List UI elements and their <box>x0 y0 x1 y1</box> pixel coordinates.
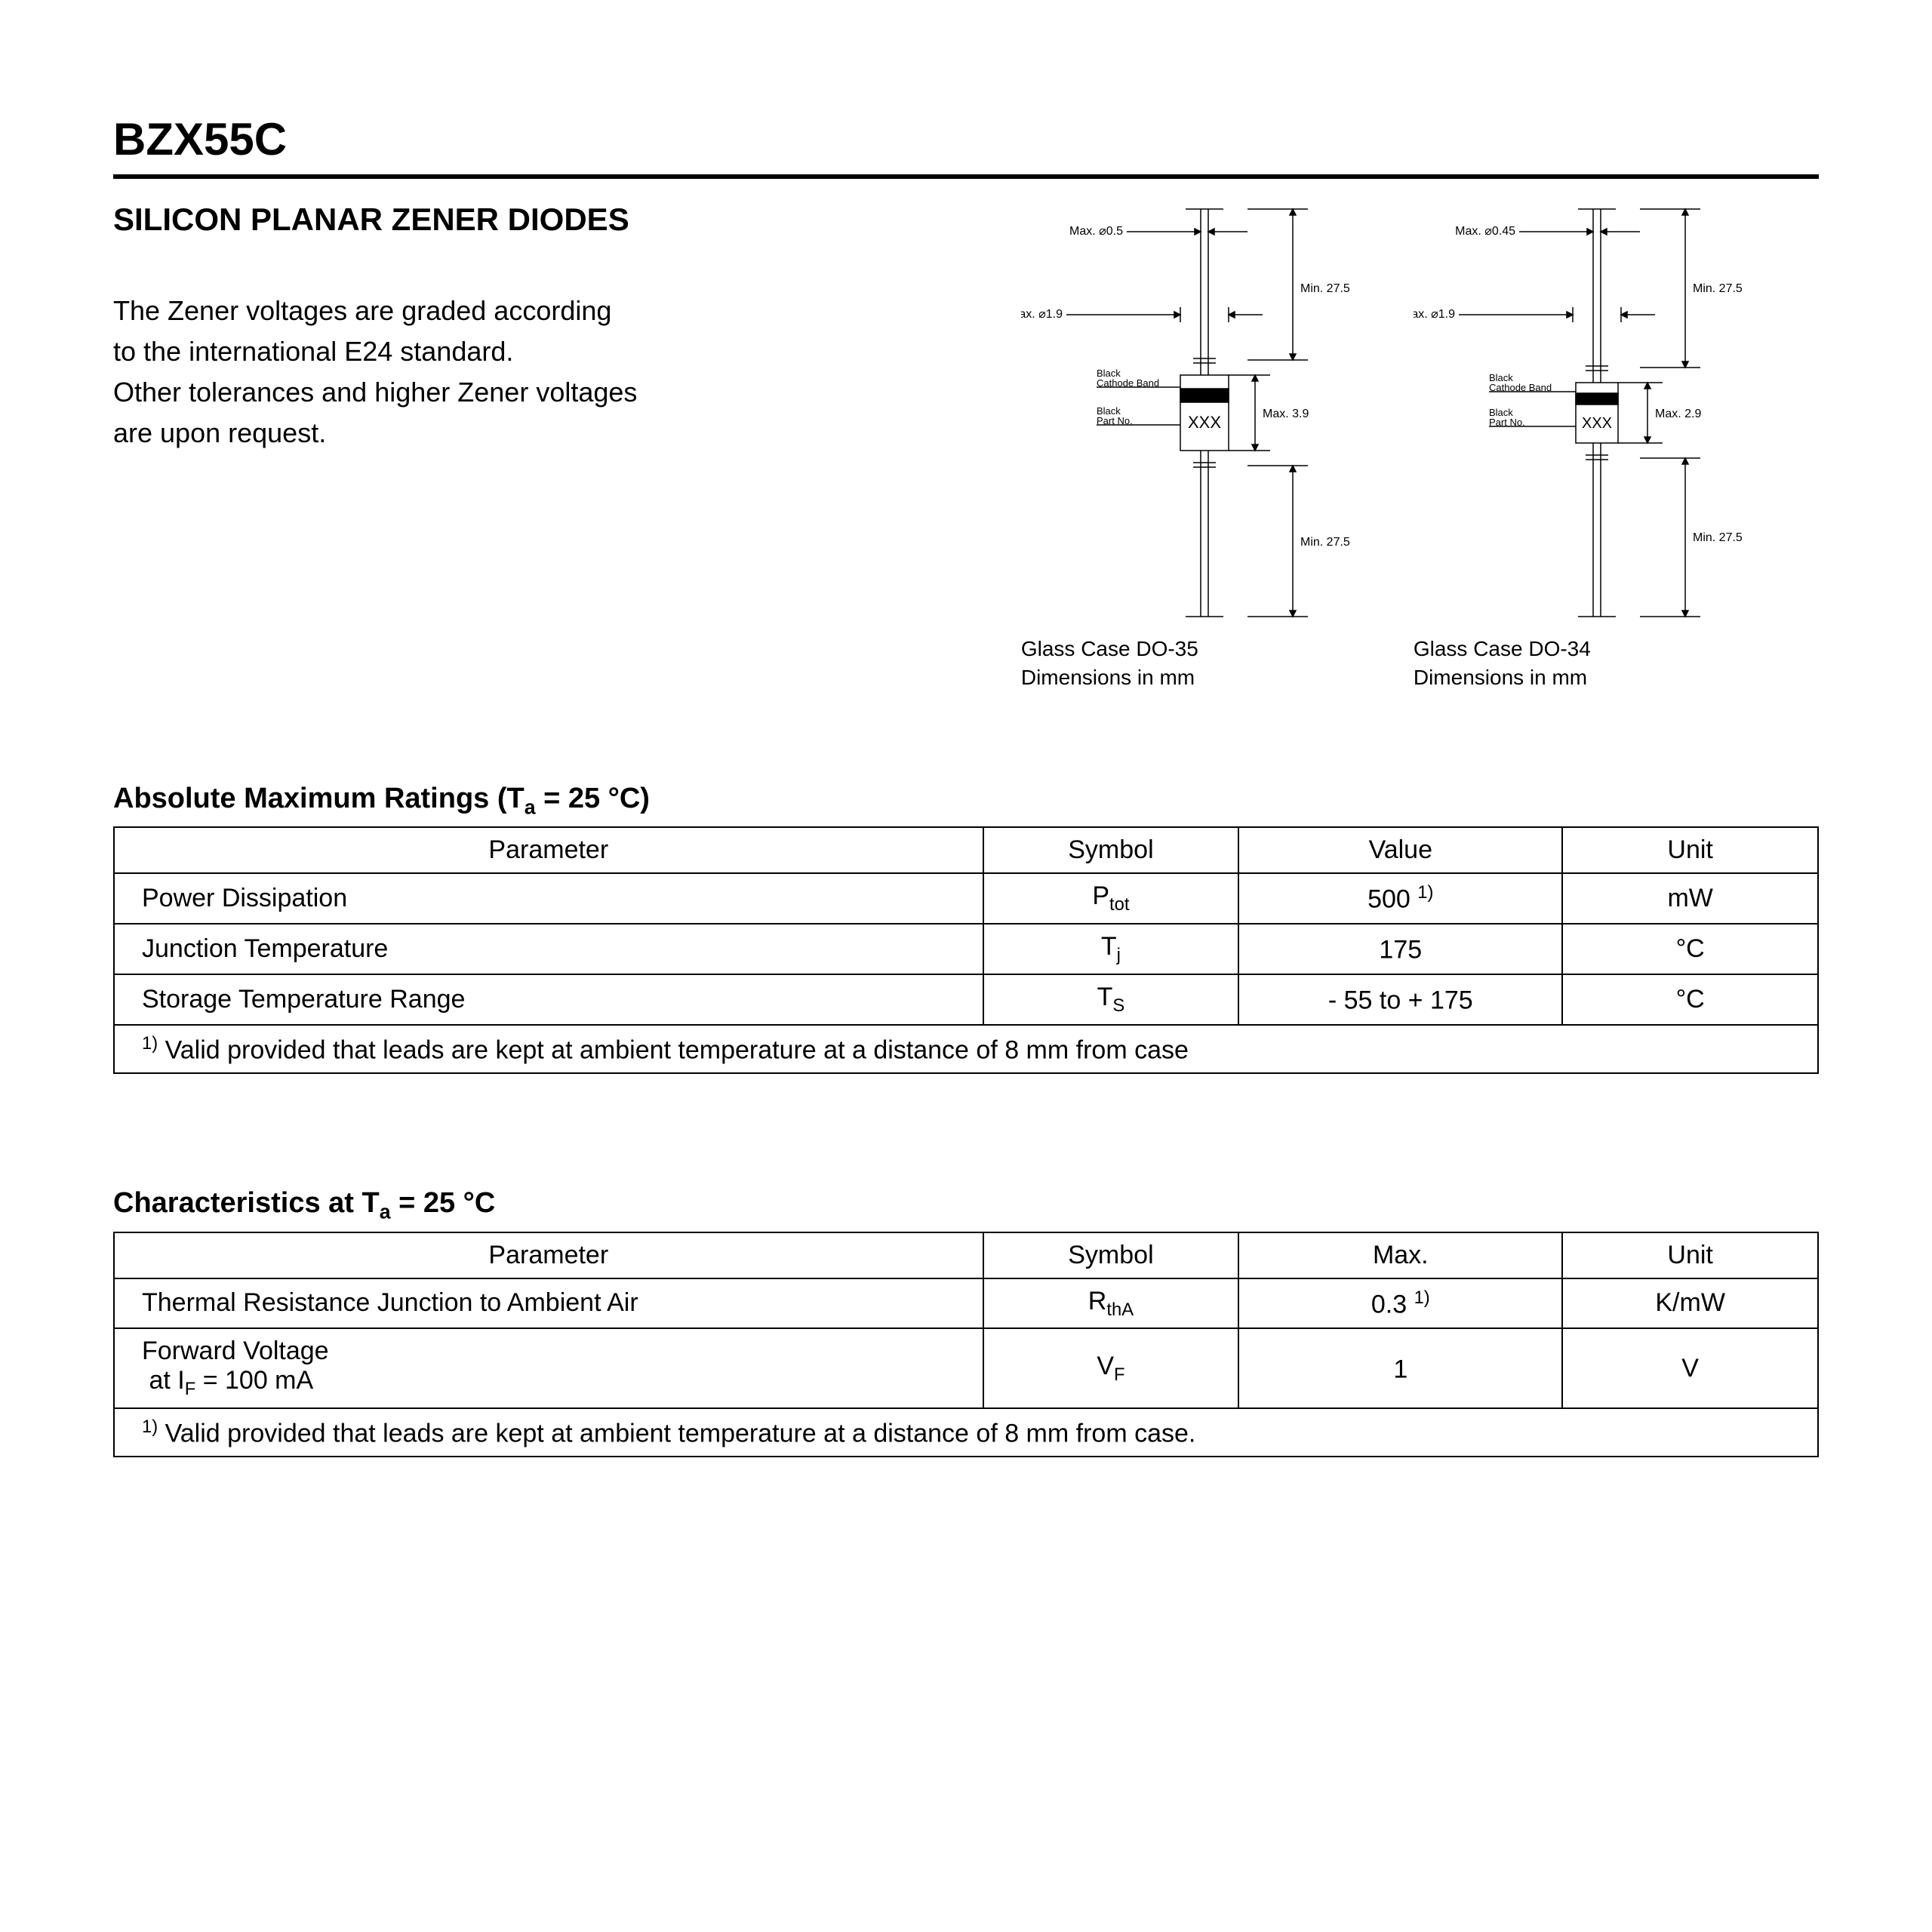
caption-line: Dimensions in mm <box>1414 666 1587 689</box>
t2-title-suffix: = 25 °C <box>391 1187 496 1219</box>
caption-line: Glass Case DO-34 <box>1414 637 1591 660</box>
package-do34: Max. ⌀0.45 Max. ⌀1.9 Min. 27.5 <box>1414 202 1761 692</box>
th-symbol: Symbol <box>983 1232 1239 1278</box>
top-section: SILICON PLANAR ZENER DIODES The Zener vo… <box>113 202 1819 692</box>
partno-label-2: Part No. <box>1097 415 1133 426</box>
package-caption: Glass Case DO-35 Dimensions in mm <box>1021 635 1368 692</box>
caption-line: Dimensions in mm <box>1021 666 1195 689</box>
cell-symbol: Tj <box>983 924 1239 974</box>
th-unit: Unit <box>1562 827 1818 873</box>
table-row: Forward Voltage at IF = 100 mA VF 1 V <box>114 1328 1818 1408</box>
table1-title: Absolute Maximum Ratings (Ta = 25 °C) <box>113 783 1819 820</box>
ratings-table: Parameter Symbol Value Unit Power Dissip… <box>113 826 1819 1074</box>
description: The Zener voltages are graded according … <box>113 291 991 454</box>
table-row: Storage Temperature Range TS - 55 to + 1… <box>114 974 1818 1025</box>
t1-title-suffix: = 25 °C) <box>536 783 650 814</box>
table2-title: Characteristics at Ta = 25 °C <box>113 1187 1819 1224</box>
package-caption: Glass Case DO-34 Dimensions in mm <box>1414 635 1761 692</box>
cell-symbol: Ptot <box>983 873 1239 924</box>
cell-value: 500 1) <box>1238 873 1562 924</box>
dim-min-upper: Min. 27.5 <box>1300 282 1350 295</box>
dim-min-lower: Min. 27.5 <box>1300 536 1350 549</box>
title-rule <box>113 174 1819 179</box>
characteristics-table: Parameter Symbol Max. Unit Thermal Resis… <box>113 1232 1819 1458</box>
t1-title-sub: a <box>525 795 536 818</box>
th-parameter: Parameter <box>114 1232 983 1278</box>
cathode-label-2: Cathode Band <box>1489 382 1552 393</box>
cell-symbol: TS <box>983 974 1239 1025</box>
cell-unit: °C <box>1562 974 1818 1025</box>
partno-label-2: Part No. <box>1489 417 1525 428</box>
dim-max-left: Max. ⌀1.9 <box>1414 308 1455 321</box>
table-header-row: Parameter Symbol Value Unit <box>114 827 1818 873</box>
footnote-row: 1) Valid provided that leads are kept at… <box>114 1408 1818 1457</box>
th-value: Value <box>1238 827 1562 873</box>
th-parameter: Parameter <box>114 827 983 873</box>
cell-value: - 55 to + 175 <box>1238 974 1562 1025</box>
cell-unit: K/mW <box>1562 1278 1818 1329</box>
t2-title-prefix: Characteristics at T <box>113 1187 380 1219</box>
t2-title-sub: a <box>380 1201 391 1223</box>
subtitle: SILICON PLANAR ZENER DIODES <box>113 202 991 238</box>
cell-symbol: VF <box>983 1328 1239 1408</box>
dim-max-top: Max. ⌀0.5 <box>1069 225 1123 238</box>
dim-body-max: Max. 2.9 <box>1655 408 1701 420</box>
part-number: BZX55C <box>113 113 1819 165</box>
desc-line: to the international E24 standard. <box>113 336 513 367</box>
package-do35: Max. ⌀0.5 Max. ⌀1.9 Min. 27.5 <box>1021 202 1368 692</box>
desc-line: Other tolerances and higher Zener voltag… <box>113 377 637 408</box>
cell-param: Junction Temperature <box>114 924 983 974</box>
dim-min-upper: Min. 27.5 <box>1693 282 1743 295</box>
table-row: Junction Temperature Tj 175 °C <box>114 924 1818 974</box>
table-row: Thermal Resistance Junction to Ambient A… <box>114 1278 1818 1329</box>
cell-param: Power Dissipation <box>114 873 983 924</box>
right-column: Max. ⌀0.5 Max. ⌀1.9 Min. 27.5 <box>1021 202 1819 692</box>
footnote-row: 1) Valid provided that leads are kept at… <box>114 1025 1818 1073</box>
table-header-row: Parameter Symbol Max. Unit <box>114 1232 1818 1278</box>
desc-line: are upon request. <box>113 417 326 448</box>
cell-value: 1 <box>1238 1328 1562 1408</box>
cell-param: Forward Voltage at IF = 100 mA <box>114 1328 983 1408</box>
footnote-cell: 1) Valid provided that leads are kept at… <box>114 1408 1818 1457</box>
body-text: XXX <box>1582 415 1612 432</box>
t1-title-prefix: Absolute Maximum Ratings (T <box>113 783 525 814</box>
th-symbol: Symbol <box>983 827 1239 873</box>
desc-line: The Zener voltages are graded according <box>113 295 611 326</box>
cell-unit: V <box>1562 1328 1818 1408</box>
caption-line: Glass Case DO-35 <box>1021 637 1198 660</box>
dim-min-lower: Min. 27.5 <box>1693 531 1743 544</box>
dim-max-left: Max. ⌀1.9 <box>1021 308 1063 321</box>
dim-body-max: Max. 3.9 <box>1263 408 1309 420</box>
cathode-label-2: Cathode Band <box>1097 377 1159 389</box>
cell-symbol: RthA <box>983 1278 1239 1329</box>
cell-unit: mW <box>1562 873 1818 924</box>
cell-value: 175 <box>1238 924 1562 974</box>
cell-value: 0.3 1) <box>1238 1278 1562 1329</box>
th-unit: Unit <box>1562 1232 1818 1278</box>
package-do34-drawing: Max. ⌀0.45 Max. ⌀1.9 Min. 27.5 <box>1414 202 1761 624</box>
table-row: Power Dissipation Ptot 500 1) mW <box>114 873 1818 924</box>
package-do35-drawing: Max. ⌀0.5 Max. ⌀1.9 Min. 27.5 <box>1021 202 1368 624</box>
body-text: XXX <box>1188 413 1221 432</box>
cell-param: Thermal Resistance Junction to Ambient A… <box>114 1278 983 1329</box>
cell-param: Storage Temperature Range <box>114 974 983 1025</box>
th-max: Max. <box>1238 1232 1562 1278</box>
cell-unit: °C <box>1562 924 1818 974</box>
dim-max-top: Max. ⌀0.45 <box>1455 225 1515 238</box>
left-column: SILICON PLANAR ZENER DIODES The Zener vo… <box>113 202 991 692</box>
footnote-cell: 1) Valid provided that leads are kept at… <box>114 1025 1818 1073</box>
